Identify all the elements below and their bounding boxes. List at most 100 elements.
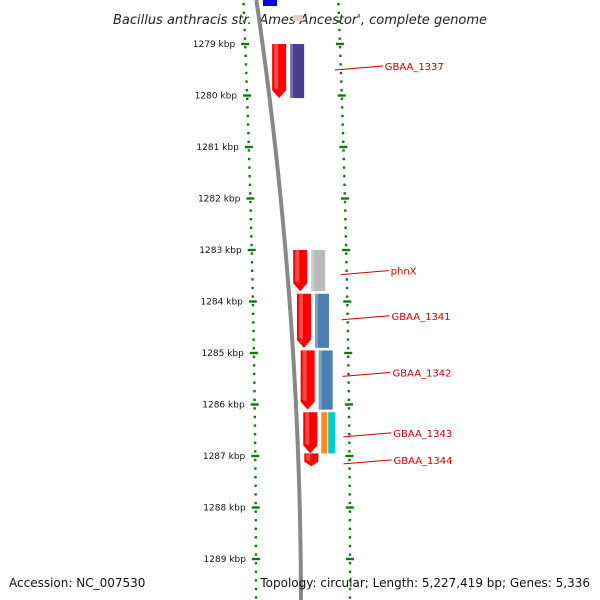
ruler-dot: [348, 519, 352, 522]
cog-block: [290, 44, 305, 99]
ruler-dot: [348, 510, 352, 513]
ruler-dot: [337, 3, 340, 6]
tick-mark-right: [344, 403, 353, 406]
ruler-dot: [244, 63, 248, 66]
ruler-dot: [344, 226, 347, 229]
tick-mark-left: [248, 300, 257, 303]
scale-ruler-left: [242, 3, 258, 599]
ruler-dot: [346, 312, 349, 315]
ruler-dot: [254, 570, 258, 573]
ruler-dot: [340, 80, 343, 83]
ruler-dot: [345, 252, 348, 255]
ruler-dot: [348, 527, 352, 530]
ruler-dot: [348, 553, 352, 556]
ruler-dot: [249, 226, 253, 229]
tick-mark-left: [247, 248, 256, 252]
ruler-dot: [347, 364, 350, 367]
ruler-dot: [337, 11, 340, 14]
ruler-dot: [343, 175, 346, 178]
ruler-dot: [252, 329, 255, 333]
ruler-dot: [341, 114, 344, 118]
ruler-dot: [344, 218, 347, 221]
cog-block: [328, 412, 336, 454]
ruler-dot: [253, 415, 257, 419]
gene-labels: GBAA_1337 phnX GBAA_1341 GBAA_1342 GBAA_1343…: [334, 62, 453, 467]
ruler-dot: [250, 243, 253, 247]
tick-label: 1279 kbp: [193, 40, 236, 50]
ruler-dot: [254, 476, 257, 479]
ruler-dot: [345, 286, 349, 290]
gene-features: [272, 44, 336, 467]
ruler-dot: [340, 89, 343, 92]
tick-mark-right: [345, 454, 354, 458]
ruler-dot: [348, 476, 351, 479]
ruler-dot: [246, 97, 249, 100]
label-leader: [334, 65, 383, 71]
ruler-dot: [346, 321, 349, 324]
tick-mark-right: [345, 557, 354, 561]
ruler-dot: [254, 467, 257, 470]
ruler-dot: [247, 157, 251, 161]
accession-text: Accession: NC_007530: [9, 576, 145, 590]
ruler-dot: [243, 20, 246, 23]
ruler-dot: [247, 132, 250, 135]
ruler-dot: [347, 390, 350, 393]
ruler-dot: [253, 424, 257, 427]
ruler-dot: [247, 149, 251, 152]
ruler-dot: [251, 295, 254, 298]
ruler-dot: [253, 441, 257, 444]
cds-arrow-highlight: [305, 412, 310, 446]
gene-label: phnX: [391, 267, 417, 278]
ruler-dot: [348, 570, 352, 573]
ruler-dot: [248, 183, 252, 186]
ruler-dot: [249, 192, 252, 195]
ruler-dot: [338, 46, 342, 49]
ruler-dot: [252, 364, 256, 367]
ruler-dot: [253, 407, 256, 410]
cds-arrow-highlight: [295, 250, 300, 284]
ruler-dot: [243, 37, 247, 40]
tick-mark-right: [344, 351, 353, 355]
ruler-dot: [254, 544, 258, 548]
ruler-dot: [348, 536, 352, 539]
tick-label: 1282 kbp: [198, 195, 241, 205]
ruler-dot: [347, 355, 350, 358]
tick-label: 1283 kbp: [199, 246, 242, 256]
ruler-dot: [342, 140, 345, 143]
gene-label: GBAA_1344: [393, 456, 452, 467]
ruler-dot: [343, 200, 347, 204]
ruler-dot: [342, 149, 345, 152]
tick-mark-left: [243, 94, 252, 97]
ruler-dot: [247, 140, 250, 143]
label-leader: [343, 432, 392, 438]
ruler-dot: [248, 166, 251, 169]
ruler-dot: [252, 338, 255, 341]
ruler-dot: [348, 501, 351, 505]
ruler-dot: [338, 37, 341, 40]
ruler-dot: [342, 157, 345, 161]
ruler-dot: [245, 89, 249, 92]
ruler-dot: [347, 415, 351, 419]
label-leader: [340, 270, 389, 276]
ruler-dot: [251, 312, 255, 315]
ruler-dot: [254, 519, 257, 522]
ruler-dot: [347, 381, 350, 384]
tick-label: 1281 kbp: [196, 143, 239, 153]
ruler-dot: [254, 579, 258, 582]
ruler-dot: [342, 166, 346, 169]
ruler-dot: [340, 106, 344, 109]
top-feature-pink: [293, 15, 303, 21]
ruler-dot: [254, 596, 258, 599]
ruler-dot: [254, 527, 258, 530]
ruler-dot: [246, 106, 249, 109]
ruler-dot: [244, 46, 247, 49]
ruler-dot: [339, 54, 342, 57]
tick-mark-left: [250, 403, 259, 406]
ruler-dot: [252, 355, 256, 358]
tick-label: 1288 kbp: [203, 504, 246, 514]
ruler-dot: [251, 304, 255, 307]
backbone-line: [254, 0, 303, 600]
ruler-dot: [251, 278, 254, 281]
ruler-dot: [253, 398, 256, 401]
ruler-dot: [254, 484, 257, 487]
